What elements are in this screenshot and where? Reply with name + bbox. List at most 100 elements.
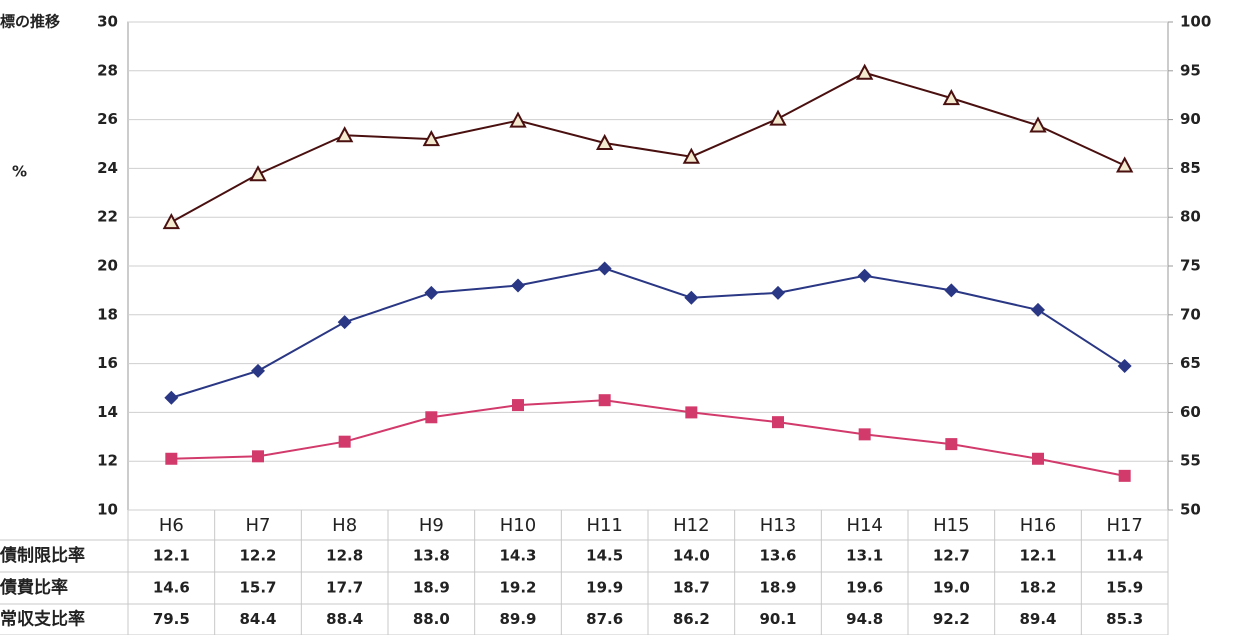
- marker: [511, 278, 525, 293]
- table-value: 12.2: [239, 547, 276, 565]
- x-tick-label: H16: [1020, 515, 1056, 536]
- marker: [597, 261, 612, 276]
- y2-tick-label: 70: [1180, 305, 1201, 323]
- table-value: 14.6: [153, 579, 190, 597]
- y-tick-label: 26: [97, 110, 118, 128]
- marker: [512, 399, 524, 412]
- x-tick-label: H9: [419, 515, 444, 536]
- marker: [1032, 452, 1044, 465]
- marker: [685, 406, 698, 419]
- marker: [858, 428, 871, 441]
- x-tick-label: H6: [159, 515, 184, 536]
- table-value: 11.4: [1106, 547, 1143, 565]
- marker: [252, 450, 264, 463]
- y2-tick-label: 85: [1180, 159, 1201, 177]
- chart-title: 標の推移: [0, 13, 60, 31]
- marker: [771, 285, 785, 300]
- y-tick-label: 20: [97, 257, 118, 275]
- y2-tick-label: 60: [1180, 403, 1201, 421]
- table-value: 13.6: [759, 547, 796, 565]
- marker: [335, 126, 354, 143]
- y-tick-label: 24: [97, 159, 118, 177]
- y-tick-label: 18: [97, 305, 118, 323]
- legend-label: 債制限比率: [0, 545, 85, 566]
- marker: [251, 363, 265, 378]
- table-value: 89.9: [499, 610, 536, 628]
- marker: [855, 63, 874, 80]
- marker: [857, 268, 872, 283]
- x-tick-label: H17: [1106, 515, 1142, 536]
- x-tick-label: H12: [673, 515, 709, 536]
- series-line: [171, 399, 1125, 477]
- y2-tick-label: 75: [1180, 257, 1201, 275]
- marker: [162, 212, 181, 230]
- marker: [509, 111, 527, 128]
- y2-tick-label: 95: [1180, 61, 1201, 79]
- y-axis-label: %: [12, 163, 27, 181]
- marker: [944, 283, 959, 298]
- y2-tick-label: 80: [1180, 208, 1201, 226]
- table-value: 90.1: [759, 610, 796, 628]
- series-line: [171, 267, 1126, 399]
- marker: [684, 290, 699, 305]
- table-value: 87.6: [586, 610, 623, 628]
- y-tick-label: 16: [97, 354, 118, 372]
- table-value: 12.1: [1019, 547, 1056, 565]
- table-value: 15.9: [1106, 579, 1143, 597]
- table-value: 12.1: [153, 547, 190, 565]
- table-value: 88.4: [326, 610, 363, 628]
- x-tick-label: H14: [846, 515, 882, 536]
- table-value: 18.9: [759, 579, 796, 597]
- table-value: 12.7: [933, 547, 970, 565]
- table-value: 79.5: [153, 610, 190, 628]
- marker: [425, 411, 438, 424]
- y-tick-label: 10: [97, 501, 118, 519]
- table-value: 88.0: [413, 610, 450, 628]
- marker: [598, 394, 611, 407]
- marker: [769, 109, 787, 126]
- series-line: [170, 71, 1126, 223]
- table-value: 89.4: [1019, 610, 1056, 628]
- x-tick-label: H7: [246, 515, 271, 536]
- y2-tick-label: 50: [1180, 501, 1201, 519]
- y-tick-label: 22: [97, 208, 118, 226]
- y-tick-label: 12: [97, 452, 118, 470]
- table-value: 14.5: [586, 547, 623, 565]
- marker: [682, 147, 701, 164]
- y-tick-label: 14: [97, 403, 118, 421]
- table-value: 14.0: [673, 547, 710, 565]
- marker: [942, 89, 961, 106]
- marker: [1029, 116, 1047, 133]
- table-value: 18.9: [413, 579, 450, 597]
- x-tick-label: H8: [332, 515, 357, 536]
- table-value: 92.2: [933, 610, 970, 628]
- table-value: 84.4: [239, 610, 276, 628]
- table-value: 85.3: [1106, 610, 1143, 628]
- y-tick-label: 28: [97, 61, 118, 79]
- y2-tick-label: 100: [1180, 13, 1211, 31]
- x-tick-label: H10: [500, 515, 536, 536]
- y2-tick-label: 90: [1180, 110, 1201, 128]
- marker: [1118, 469, 1131, 482]
- marker: [249, 165, 267, 182]
- y2-tick-label: 65: [1180, 354, 1201, 372]
- y2-tick-label: 55: [1180, 452, 1201, 470]
- x-tick-label: H13: [760, 515, 796, 536]
- legend-label: 常収支比率: [0, 609, 85, 630]
- legend-label: 債費比率: [0, 577, 68, 598]
- table-value: 18.2: [1019, 579, 1056, 597]
- marker: [772, 416, 784, 429]
- table-value: 86.2: [673, 610, 710, 628]
- table-value: 14.3: [499, 547, 536, 565]
- marker: [1117, 359, 1132, 374]
- marker: [338, 435, 351, 448]
- table-value: 19.0: [933, 579, 970, 597]
- table-value: 18.7: [673, 579, 710, 597]
- marker: [945, 438, 958, 451]
- y-tick-label: 30: [97, 13, 118, 31]
- table-value: 19.2: [499, 579, 536, 597]
- table-value: 12.8: [326, 547, 363, 565]
- table-value: 13.1: [846, 547, 883, 565]
- x-tick-label: H11: [586, 515, 622, 536]
- table-value: 15.7: [239, 579, 276, 597]
